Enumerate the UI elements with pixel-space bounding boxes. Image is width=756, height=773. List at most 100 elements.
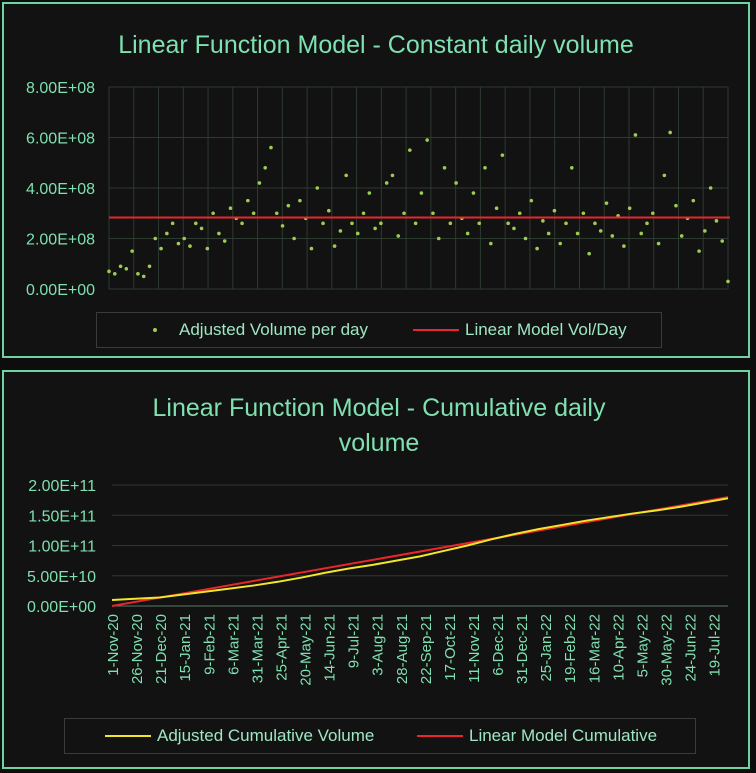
series-line [111,497,729,601]
data-point [344,173,348,178]
data-point [679,234,684,238]
data-point [627,206,632,210]
data-point [240,221,244,226]
x-tick-label: 14-Jun-21 [322,614,339,682]
data-point [338,229,343,233]
legend-item-volume: Adjusted Volume per day [153,313,368,347]
x-tick-label: 19-Feb-22 [562,614,579,683]
data-point [465,231,470,236]
data-point [176,241,181,246]
data-point [199,226,204,231]
volume-chart-panel: Linear Function Model - Constant daily v… [2,2,750,358]
data-point [396,234,401,238]
data-point [483,166,487,170]
legend-label: Linear Model Vol/Day [465,320,627,339]
data-point [541,219,545,223]
data-point [726,279,730,284]
data-point [535,246,539,251]
data-point [130,249,134,253]
data-point [448,221,453,226]
data-point [697,249,701,253]
data-point [656,241,661,246]
y-tick-label: 1.00E+11 [28,539,96,556]
data-point [321,221,325,226]
legend: Adjusted Volume per day Linear Model Vol… [96,312,662,348]
line-marker-icon [417,735,463,737]
data-point [489,241,493,246]
y-tick-label: 5.00E+10 [27,569,96,586]
data-point [390,173,395,178]
data-point [546,231,551,236]
x-tick-label: 16-Mar-22 [586,614,603,683]
data-point [494,206,499,210]
legend-label: Linear Model Cumulative [469,726,658,745]
x-tick-label: 3-Aug-21 [370,614,387,676]
data-point [477,221,482,226]
data-point [193,221,198,226]
data-point [153,236,158,241]
data-point [639,231,644,236]
data-point [384,181,389,185]
data-point [708,186,713,190]
data-point [136,272,140,276]
data-point [454,181,458,185]
cumulative-chart-panel: Linear Function Model - Cumulative daily… [2,370,750,769]
x-tick-label: 6-Dec-21 [490,614,507,676]
data-point [512,226,516,231]
data-point [506,221,510,226]
legend-item-cumulative: Adjusted Cumulative Volume [105,719,374,753]
chart-title: Linear Function Model - Cumulative daily… [152,394,606,457]
y-tick-label: 4.00E+08 [26,181,95,198]
data-point [165,231,169,236]
legend: Adjusted Cumulative Volume Linear Model … [64,718,696,754]
legend-item-linear-cumulative: Linear Model Cumulative [417,719,657,753]
data-point [228,206,233,210]
x-tick-label: 25-Jan-22 [538,614,555,682]
data-point [373,226,377,231]
x-tick-label: 22-Sep-21 [418,614,435,684]
data-point [610,234,615,238]
y-tick-label: 1.50E+11 [28,508,96,525]
y-tick-label: 8.00E+08 [26,80,95,97]
data-point [668,130,672,135]
chart-title: Linear Function Model - Constant daily v… [118,31,634,59]
data-point [350,221,354,226]
data-point [298,198,302,203]
x-tick-label: 30-May-22 [658,614,675,686]
data-point [587,251,591,256]
y-tick-label: 0.00E+00 [27,599,96,616]
data-point [570,166,574,170]
data-point [720,239,725,243]
data-point [645,221,649,226]
x-tick-label: 15-Jan-21 [177,614,194,682]
data-point [222,239,227,243]
data-point [280,224,285,228]
data-point [598,229,603,233]
data-point [309,246,314,251]
y-tick-label: 2.00E+11 [28,478,96,495]
data-point [662,173,667,178]
data-point [292,236,296,241]
x-tick-label: 31-Dec-21 [514,614,531,684]
data-point [593,221,597,226]
x-tick-label: 31-Mar-21 [249,614,266,683]
x-tick-label: 20-May-21 [298,614,315,686]
data-point [622,244,626,248]
data-point [124,267,129,271]
data-point [182,236,187,241]
data-point [408,148,412,152]
data-point [575,231,580,236]
data-point [633,133,638,137]
x-tick-label: 5-May-22 [634,614,651,677]
x-tick-label: 9-Feb-21 [201,614,218,675]
data-point [500,153,505,157]
data-point [159,246,163,251]
data-point [205,246,210,251]
x-tick-label: 17-Oct-21 [442,614,459,681]
data-point [442,166,447,170]
data-point [604,201,609,205]
data-point [170,221,175,226]
data-point [674,203,678,208]
x-tick-label: 24-Jun-22 [683,614,700,682]
x-tick-label: 1-Nov-20 [105,614,122,676]
